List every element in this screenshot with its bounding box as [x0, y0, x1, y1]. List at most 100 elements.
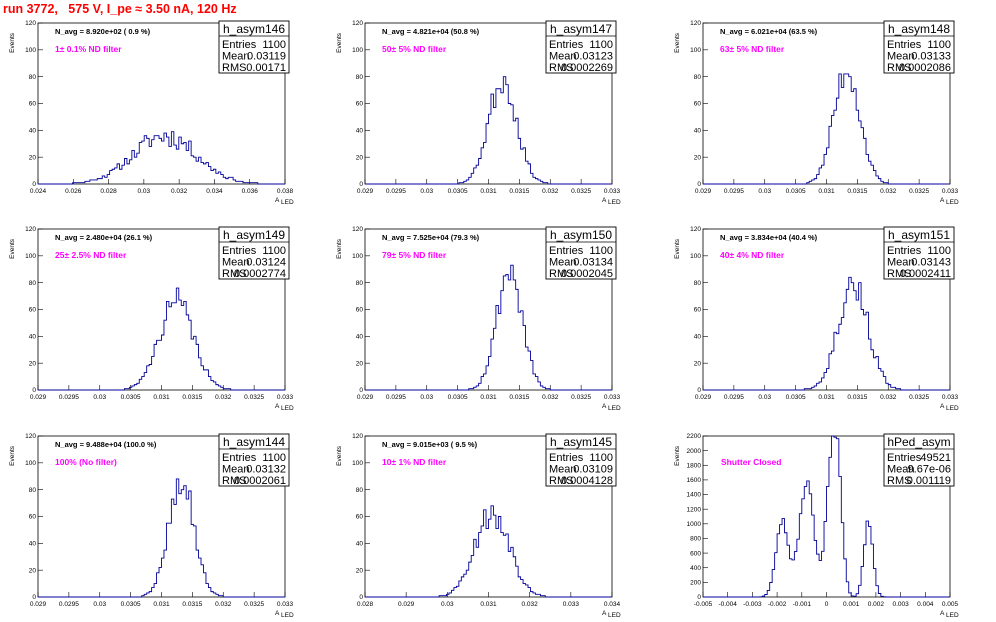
navg-label: N_avg = 6.021e+04 (63.5 %): [720, 27, 818, 36]
histogram-panel: 0 20 40 60 80 100 120 0.029 0.0295 0.03 0.0305 0.03…: [674, 226, 959, 412]
y-tick-label: 40: [694, 334, 702, 341]
stats-rms-label: RMS: [549, 475, 573, 487]
histogram-panel: 0 20 40 60 80 100 120 0.029 0.0295 0.03 0.0305 0.03…: [9, 226, 294, 412]
x-tick-label: 0.038: [277, 188, 294, 195]
histogram-series: [703, 73, 950, 185]
x-tick-label: 0.034: [604, 601, 621, 608]
x-tick-label: 0.032: [171, 188, 188, 195]
histogram-series: [365, 505, 612, 598]
y-tick-label: 400: [690, 565, 701, 572]
y-tick-label: 40: [356, 334, 364, 341]
y-tick-label: 40: [694, 128, 702, 135]
x-tick-label: 0.0325: [244, 394, 264, 401]
stats-rms-label: RMS: [549, 62, 573, 74]
stats-mean-value: 9.67e-06: [908, 464, 951, 476]
x-tick-label: 0.029: [398, 601, 415, 608]
stats-mean-label: Mean: [549, 464, 577, 476]
stats-entries-label: Entries: [549, 39, 584, 51]
stats-rms-label: RMS: [887, 475, 911, 487]
x-tick-label: 0.032: [522, 601, 539, 608]
y-tick-label: 60: [356, 514, 364, 521]
navg-label: N_avg = 9.488e+04 (100.0 %): [55, 440, 157, 449]
y-tick-label: 20: [356, 154, 364, 161]
stats-mean-value: 0.03109: [573, 464, 613, 476]
run-title: run 3772, 575 V, I_pe ≈ 3.50 nA, 120 Hz: [3, 2, 237, 16]
x-tick-label: -0.001: [793, 601, 812, 608]
x-tick-label: 0.001: [843, 601, 860, 608]
y-tick-label: 60: [356, 307, 364, 314]
x-axis-label: A: [940, 403, 945, 410]
x-tick-label: 0.03: [93, 601, 106, 608]
x-axis-label: A: [275, 197, 280, 204]
x-tick-label: 0.03: [420, 394, 433, 401]
stats-rms-value: 0.0002045: [561, 268, 613, 280]
x-axis-label-subscript: LED: [608, 405, 621, 412]
x-tick-label: 0.0305: [448, 188, 468, 195]
y-tick-label: 2000: [687, 448, 702, 455]
x-tick-label: 0.024: [30, 188, 47, 195]
y-tick-label: 800: [690, 536, 701, 543]
x-tick-label: 0.031: [818, 188, 835, 195]
y-tick-label: 120: [25, 20, 36, 27]
filter-label: 25± 2.5% ND filter: [55, 250, 127, 260]
x-tick-label: 0.0295: [724, 394, 744, 401]
navg-label: N_avg = 2.480e+04 (26.1 %): [55, 233, 153, 242]
histogram-panel: 0 20 40 60 80 100 120 0.024 0.026 0.028 0.03 0.032 0…: [9, 20, 294, 206]
x-axis-label-subscript: LED: [946, 405, 959, 412]
stats-entries-label: Entries: [222, 452, 257, 464]
stats-mean-label: Mean: [222, 257, 250, 269]
y-tick-label: 0: [32, 181, 36, 188]
y-tick-label: 1200: [687, 506, 702, 513]
stats-rms-value: 0.0002269: [561, 62, 613, 74]
stats-entries-value: 1100: [262, 39, 286, 51]
stats-rms-label: RMS: [887, 268, 911, 280]
y-tick-label: 100: [352, 253, 363, 260]
x-axis-label-subscript: LED: [608, 199, 621, 206]
histogram-series: [365, 76, 612, 185]
y-axis-label: Events: [336, 445, 343, 466]
stats-rms-label: RMS: [549, 268, 573, 280]
x-tick-label: 0.033: [277, 601, 294, 608]
y-tick-label: 20: [29, 567, 37, 574]
stats-mean-label: Mean: [222, 51, 250, 63]
stats-box: [883, 20, 955, 74]
stats-box: [545, 20, 617, 74]
x-tick-label: 0.032: [215, 601, 232, 608]
histogram-series: [703, 276, 950, 391]
stats-histogram-name: h_asym145: [550, 435, 612, 449]
stats-entries-value: 1100: [262, 452, 286, 464]
y-tick-label: 40: [29, 541, 37, 548]
y-tick-label: 0: [697, 387, 701, 394]
y-tick-label: 120: [352, 433, 363, 440]
stats-box: [883, 226, 955, 280]
x-tick-label: 0.032: [880, 394, 897, 401]
stats-mean-value: 0.03134: [573, 257, 613, 269]
x-tick-label: -0.004: [718, 601, 737, 608]
y-tick-label: 1800: [687, 462, 702, 469]
stats-mean-value: 0.03133: [911, 51, 951, 63]
stats-histogram-name: h_asym149: [223, 228, 285, 242]
stats-entries-value: 49521: [920, 452, 951, 464]
x-axis-label-subscript: LED: [281, 199, 294, 206]
x-tick-label: 0.03: [93, 394, 106, 401]
y-tick-label: 100: [25, 460, 36, 467]
x-tick-label: 0.0315: [509, 394, 529, 401]
y-axis-label: Events: [674, 445, 681, 466]
x-tick-label: 0.033: [604, 394, 621, 401]
x-tick-label: 0.0325: [244, 601, 264, 608]
x-tick-label: 0.031: [480, 601, 497, 608]
histogram-panel: 0 20 40 60 80 100 120 0.029 0.0295 0.03 0.0305 0.03…: [336, 20, 621, 206]
histogram-panel: 0 20 40 60 80 100 120 0.028 0.029 0.03 0.031 0.032 0…: [336, 433, 621, 619]
x-tick-label: 0.029: [357, 394, 374, 401]
stats-rms-label: RMS: [222, 268, 246, 280]
y-tick-label: 120: [25, 433, 36, 440]
x-tick-label: 0.03: [441, 601, 454, 608]
filter-label: 1± 0.1% ND filter: [55, 44, 122, 54]
histogram-series: [38, 131, 285, 185]
filter-label: 40± 4% ND filter: [720, 250, 785, 260]
navg-label: N_avg = 4.821e+04 (50.8 %): [382, 27, 480, 36]
y-tick-label: 0: [697, 594, 701, 601]
stats-mean-value: 0.03132: [246, 464, 286, 476]
y-tick-label: 80: [694, 280, 702, 287]
